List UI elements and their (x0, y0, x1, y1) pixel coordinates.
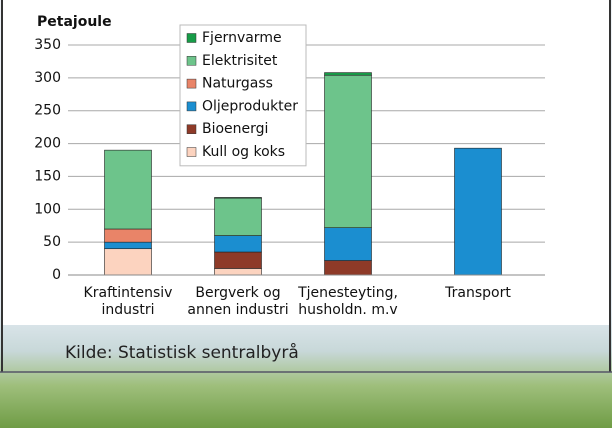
legend-swatch (186, 33, 197, 43)
legend-swatch (186, 78, 197, 89)
y-tick-label: 100 (34, 201, 61, 217)
legend-swatch (186, 124, 197, 134)
legend-label: Naturgass (202, 76, 273, 92)
bar-segment (324, 72, 372, 76)
y-tick-label: 50 (43, 234, 61, 250)
legend-label: Fjernvarme (202, 30, 282, 46)
y-tick-label: 0 (52, 267, 61, 283)
bar-segment (214, 251, 262, 269)
bar-segment (454, 147, 502, 276)
legend-label: Oljeprodukter (202, 98, 298, 114)
y-tick-label: 250 (34, 103, 61, 119)
bar-segment (214, 235, 262, 253)
y-tick-label: 150 (34, 168, 61, 184)
legend-label: Bioenergi (202, 121, 268, 137)
x-tick-label: Bergverk og annen industri (187, 285, 288, 318)
x-tick-label: Kraftintensiv industri (84, 285, 173, 318)
x-tick-label: Transport (444, 285, 511, 301)
y-axis-title: Petajoule (37, 14, 112, 30)
bar-segment (104, 248, 152, 276)
bar-segment (104, 149, 152, 230)
bar-segment (104, 241, 152, 250)
bar-segment (214, 197, 262, 199)
bar-segment (214, 268, 262, 276)
legend-box (179, 24, 307, 167)
legend-swatch (186, 147, 197, 157)
y-tick-label: 350 (34, 37, 61, 53)
bar-segment (324, 227, 372, 261)
legend-label: Elektrisitet (202, 53, 278, 69)
legend-label: Kull og koks (202, 144, 285, 160)
x-tick-label: Tjenesteyting, husholdn. m.v (297, 285, 398, 318)
legend-swatch (186, 56, 197, 66)
source: Kilde: Statistisk sentralbyrå (65, 342, 299, 363)
bar-segment (324, 260, 372, 276)
y-tick-label: 200 (34, 136, 61, 152)
bar-segment (214, 197, 262, 236)
bar-segment (324, 74, 372, 228)
bar-segment (104, 228, 152, 243)
y-tick-label: 300 (34, 70, 61, 86)
legend-swatch (186, 101, 197, 112)
